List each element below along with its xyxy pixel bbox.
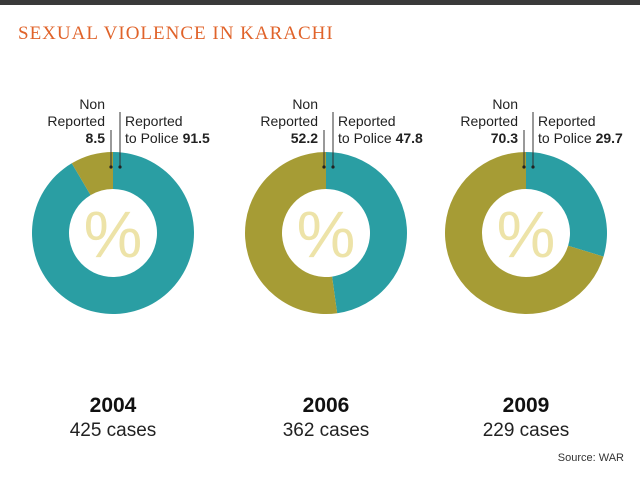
percent-symbol-2006: %	[297, 197, 356, 271]
leader-dot-non-reported-2006	[322, 165, 326, 169]
leader-dot-reported-2009	[531, 165, 535, 169]
label-non-reported-line2-2004: Reported	[47, 113, 105, 129]
cases-label-2004: 425 cases	[70, 420, 157, 441]
label-reported-line1-2006: Reported	[338, 113, 396, 129]
slice-non-reported-2009	[445, 152, 604, 314]
chart-title: SEXUAL VIOLENCE IN KARACHI	[18, 23, 334, 44]
label-reported-line2-2004: to Police 91.5	[125, 130, 210, 146]
leader-dot-reported-2004	[118, 165, 122, 169]
value-non-reported-2009: 70.3	[491, 130, 518, 146]
label-reported-line2-2006: to Police 47.8	[338, 130, 423, 146]
year-label-2004: 2004	[90, 394, 137, 417]
source-note: Source: WAR	[557, 452, 624, 464]
top-rule	[0, 0, 640, 5]
label-reported-line2-2009: to Police 29.7	[538, 130, 623, 146]
slice-non-reported-2004	[71, 152, 113, 196]
value-non-reported-2004: 8.5	[86, 130, 106, 146]
label-non-reported-line2-2009: Reported	[460, 113, 518, 129]
label-non-reported-line1-2009: Non	[492, 96, 518, 112]
year-label-2006: 2006	[303, 394, 350, 417]
slice-reported-2006	[326, 152, 408, 314]
label-non-reported-line2-2006: Reported	[260, 113, 318, 129]
leader-dot-non-reported-2004	[109, 165, 113, 169]
label-non-reported-line1-2004: Non	[79, 96, 105, 112]
slice-non-reported-2006	[245, 152, 338, 314]
label-reported-line1-2004: Reported	[125, 113, 183, 129]
label-non-reported-line1-2006: Non	[292, 96, 318, 112]
leader-dot-reported-2006	[331, 165, 335, 169]
cases-label-2009: 229 cases	[483, 420, 570, 441]
slice-reported-2009	[526, 152, 607, 257]
value-non-reported-2006: 52.2	[291, 130, 318, 146]
percent-symbol-2009: %	[497, 197, 556, 271]
label-reported-line1-2009: Reported	[538, 113, 596, 129]
cases-label-2006: 362 cases	[283, 420, 370, 441]
slice-reported-2004	[31, 152, 195, 314]
leader-dot-non-reported-2009	[522, 165, 526, 169]
percent-symbol-2004: %	[84, 197, 143, 271]
year-label-2009: 2009	[503, 394, 550, 417]
